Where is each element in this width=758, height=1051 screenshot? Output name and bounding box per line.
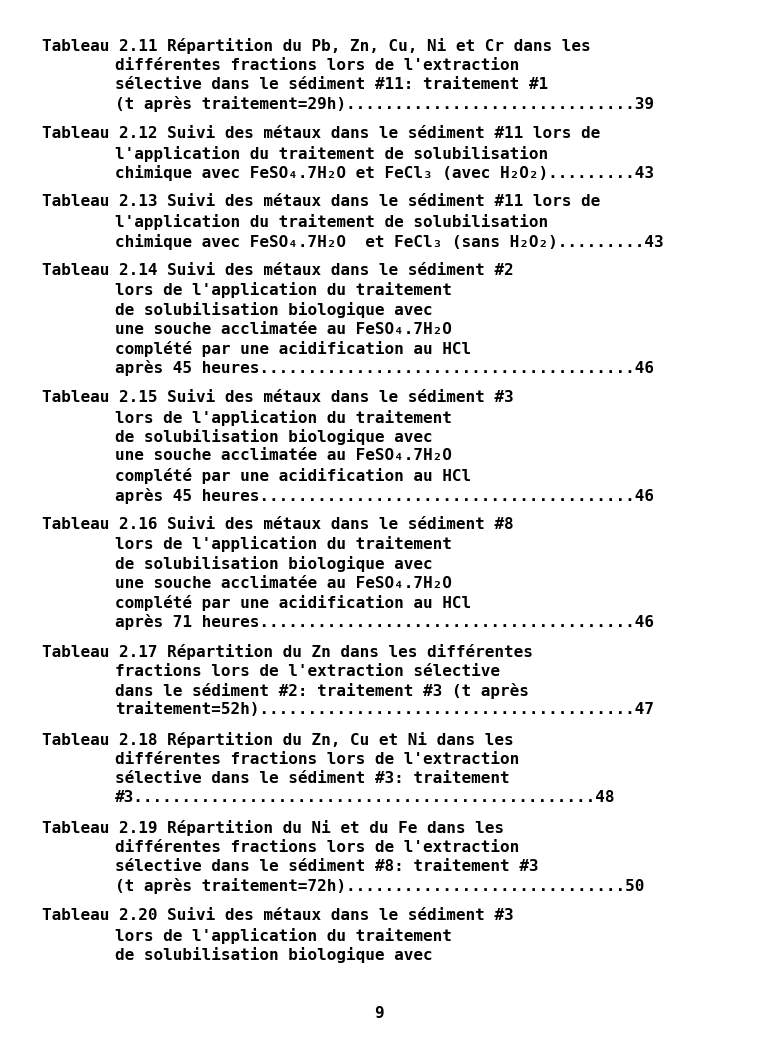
Text: Tableau 2.14 Suivi des métaux dans le sédiment #2: Tableau 2.14 Suivi des métaux dans le sé…: [42, 263, 514, 279]
Text: lors de l'application du traitement: lors de l'application du traitement: [115, 283, 452, 298]
Text: après 45 heures.......................................46: après 45 heures.........................…: [115, 488, 654, 503]
Text: Tableau 2.20 Suivi des métaux dans le sédiment #3: Tableau 2.20 Suivi des métaux dans le sé…: [42, 908, 514, 923]
Text: Tableau 2.19 Répartition du Ni et du Fe dans les: Tableau 2.19 Répartition du Ni et du Fe …: [42, 820, 504, 836]
Text: Tableau 2.12 Suivi des métaux dans le sédiment #11 lors de: Tableau 2.12 Suivi des métaux dans le sé…: [42, 126, 600, 141]
Text: une souche acclimatée au FeSO₄.7H₂O: une souche acclimatée au FeSO₄.7H₂O: [115, 576, 452, 591]
Text: différentes fractions lors de l'extraction: différentes fractions lors de l'extracti…: [115, 58, 519, 73]
Text: complété par une acidification au HCl: complété par une acidification au HCl: [115, 595, 471, 611]
Text: chimique avec FeSO₄.7H₂O  et FeCl₃ (sans H₂O₂).........43: chimique avec FeSO₄.7H₂O et FeCl₃ (sans …: [115, 233, 663, 249]
Text: (t après traitement=72h).............................50: (t après traitement=72h)................…: [115, 879, 644, 894]
Text: (t après traitement=29h)..............................39: (t après traitement=29h)................…: [115, 97, 654, 112]
Text: Tableau 2.18 Répartition du Zn, Cu et Ni dans les: Tableau 2.18 Répartition du Zn, Cu et Ni…: [42, 731, 514, 748]
Text: traitement=52h).......................................47: traitement=52h).........................…: [115, 702, 654, 718]
Text: #3................................................48: #3......................................…: [115, 790, 615, 805]
Text: Tableau 2.11 Répartition du Pb, Zn, Cu, Ni et Cr dans les: Tableau 2.11 Répartition du Pb, Zn, Cu, …: [42, 38, 590, 54]
Text: lors de l'application du traitement: lors de l'application du traitement: [115, 927, 452, 944]
Text: sélective dans le sédiment #3: traitement: sélective dans le sédiment #3: traitemen…: [115, 771, 509, 786]
Text: dans le sédiment #2: traitement #3 (t après: dans le sédiment #2: traitement #3 (t ap…: [115, 683, 529, 699]
Text: après 71 heures.......................................46: après 71 heures.........................…: [115, 615, 654, 631]
Text: lors de l'application du traitement: lors de l'application du traitement: [115, 536, 452, 553]
Text: Tableau 2.17 Répartition du Zn dans les différentes: Tableau 2.17 Répartition du Zn dans les …: [42, 644, 533, 660]
Text: différentes fractions lors de l'extraction: différentes fractions lors de l'extracti…: [115, 840, 519, 854]
Text: différentes fractions lors de l'extraction: différentes fractions lors de l'extracti…: [115, 751, 519, 766]
Text: fractions lors de l'extraction sélective: fractions lors de l'extraction sélective: [115, 663, 500, 679]
Text: Tableau 2.15 Suivi des métaux dans le sédiment #3: Tableau 2.15 Suivi des métaux dans le sé…: [42, 390, 514, 405]
Text: de solubilisation biologique avec: de solubilisation biologique avec: [115, 302, 433, 318]
Text: complété par une acidification au HCl: complété par une acidification au HCl: [115, 468, 471, 485]
Text: Tableau 2.13 Suivi des métaux dans le sédiment #11 lors de: Tableau 2.13 Suivi des métaux dans le sé…: [42, 194, 600, 209]
Text: après 45 heures.......................................46: après 45 heures.........................…: [115, 360, 654, 376]
Text: une souche acclimatée au FeSO₄.7H₂O: une souche acclimatée au FeSO₄.7H₂O: [115, 449, 452, 463]
Text: Tableau 2.16 Suivi des métaux dans le sédiment #8: Tableau 2.16 Suivi des métaux dans le sé…: [42, 517, 514, 532]
Text: sélective dans le sédiment #11: traitement #1: sélective dans le sédiment #11: traiteme…: [115, 77, 548, 92]
Text: de solubilisation biologique avec: de solubilisation biologique avec: [115, 556, 433, 572]
Text: de solubilisation biologique avec: de solubilisation biologique avec: [115, 947, 433, 963]
Text: l'application du traitement de solubilisation: l'application du traitement de solubilis…: [115, 145, 548, 162]
Text: complété par une acidification au HCl: complété par une acidification au HCl: [115, 341, 471, 357]
Text: de solubilisation biologique avec: de solubilisation biologique avec: [115, 429, 433, 445]
Text: l'application du traitement de solubilisation: l'application du traitement de solubilis…: [115, 214, 548, 230]
Text: 9: 9: [374, 1006, 384, 1021]
Text: lors de l'application du traitement: lors de l'application du traitement: [115, 410, 452, 426]
Text: une souche acclimatée au FeSO₄.7H₂O: une souche acclimatée au FeSO₄.7H₂O: [115, 322, 452, 336]
Text: chimique avec FeSO₄.7H₂O et FeCl₃ (avec H₂O₂).........43: chimique avec FeSO₄.7H₂O et FeCl₃ (avec …: [115, 165, 654, 181]
Text: sélective dans le sédiment #8: traitement #3: sélective dans le sédiment #8: traitemen…: [115, 859, 538, 874]
